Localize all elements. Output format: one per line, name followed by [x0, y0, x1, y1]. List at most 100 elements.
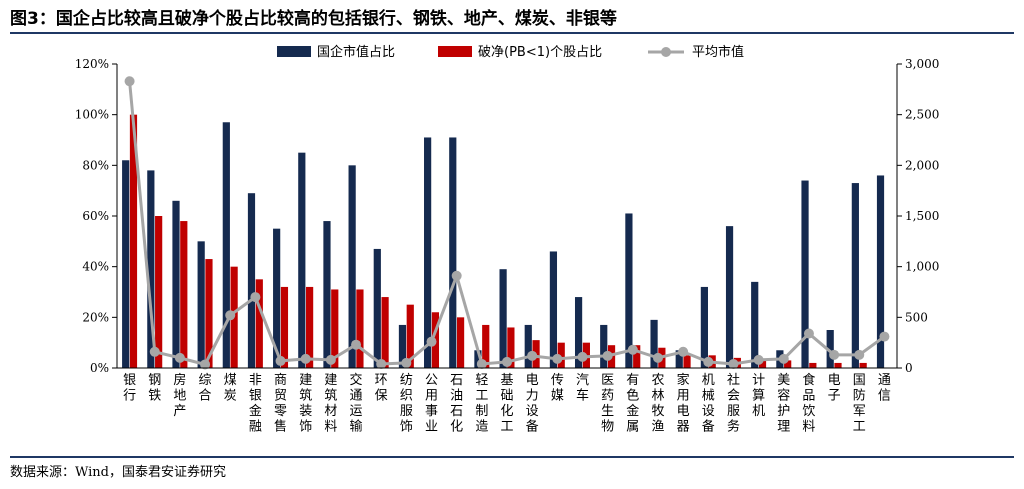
category-label: 家用电器 — [677, 372, 690, 435]
category-label: 国防军工 — [853, 373, 866, 435]
bar-below-book-share — [129, 114, 138, 369]
bar-state-owned-share — [247, 193, 256, 368]
avg-market-cap-point — [502, 356, 512, 367]
bar-state-owned-share — [398, 324, 407, 368]
avg-market-cap-point — [275, 355, 286, 366]
legend-label-state-owned: 国企市值占比 — [317, 44, 395, 60]
category-label: 石油石化 — [450, 373, 463, 435]
avg-market-cap-point — [652, 352, 663, 363]
category-label: 房地产 — [173, 372, 186, 419]
avg-market-cap-point — [174, 352, 185, 363]
bar-below-book-share — [456, 317, 465, 368]
bar-state-owned-share — [424, 137, 432, 368]
legend-label-avg-cap: 平均市值 — [692, 44, 744, 60]
legend: 国企市值占比 破净(PB<1)个股占比 平均市值 — [277, 44, 744, 60]
bar-below-book-share — [683, 355, 691, 368]
category-label: 商贸零售 — [274, 373, 287, 435]
bar-state-owned-share — [851, 183, 859, 368]
category-label: 美容护理 — [777, 373, 790, 435]
avg-market-cap-line — [128, 81, 886, 367]
avg-market-cap-point — [678, 346, 689, 357]
right-tick-label: 3,000 — [905, 57, 939, 71]
bar-state-owned-share — [600, 324, 608, 368]
legend-label-below-book: 破净(PB<1)个股占比 — [478, 45, 602, 60]
category-label: 基础化工 — [500, 373, 513, 435]
bar-below-book-share — [834, 362, 842, 368]
avg-market-cap-point — [476, 358, 487, 369]
bar-below-book-share — [482, 324, 490, 368]
bar-state-owned-share — [147, 170, 155, 368]
axes-layer — [116, 64, 898, 369]
category-label: 汽车 — [576, 373, 589, 404]
category-label: 轻工制造 — [475, 373, 488, 435]
bar-state-owned-share — [876, 175, 885, 368]
bar-state-owned-share — [650, 319, 658, 368]
category-label: 环保 — [375, 373, 388, 404]
bar-below-book-share — [381, 297, 389, 368]
category-label: 机械设备 — [702, 373, 715, 435]
left-tick-label: 40% — [82, 260, 109, 274]
bar-below-book-share — [557, 342, 565, 368]
category-label: 医药生物 — [601, 373, 614, 435]
right-axis: 0 500 1,000 1,500 2,000 2,500 3,000 — [897, 57, 939, 375]
avg-market-cap-point — [602, 350, 613, 361]
bar-state-owned-share — [625, 213, 633, 368]
left-axis: 0% 20% 40% 60% 80% 100% 120% — [75, 57, 117, 375]
category-label: 食品饮料 — [802, 372, 815, 435]
category-label: 纺织服饰 — [400, 373, 413, 435]
bar-state-owned-share — [549, 251, 558, 368]
avg-market-cap-point — [325, 354, 336, 365]
left-tick-label: 120% — [75, 57, 109, 71]
bar-state-owned-share — [222, 122, 230, 369]
avg-market-cap-point — [577, 351, 588, 362]
legend-marker-avg-cap — [661, 47, 671, 57]
bar-below-book-share — [255, 279, 263, 368]
bar-state-owned-share — [725, 226, 734, 368]
avg-market-cap-point — [703, 356, 714, 367]
category-labels: 银行钢铁房地产综合煤炭非银金融商贸零售建筑装饰建筑材料交通运输环保纺织服饰公用事… — [123, 372, 891, 435]
category-label: 通信 — [878, 373, 891, 404]
category-label: 电子 — [828, 373, 841, 404]
avg-market-cap-point — [829, 349, 840, 360]
category-label: 交通运输 — [350, 372, 363, 435]
category-label: 电力设备 — [526, 373, 539, 435]
bar-state-owned-share — [499, 269, 507, 368]
avg-market-cap-point — [803, 328, 814, 339]
bar-state-owned-share — [826, 330, 834, 368]
bar-state-owned-share — [373, 248, 381, 368]
left-tick-label: 100% — [75, 108, 109, 122]
bar-below-book-share — [507, 327, 515, 368]
bar-state-owned-share — [298, 152, 306, 368]
bar-below-book-share — [758, 360, 767, 368]
left-tick-label: 80% — [82, 158, 109, 172]
category-label: 非银金融 — [249, 373, 262, 435]
chart-title: 图3：国企占比较高且破净个股占比较高的包括银行、钢铁、地产、煤炭、非银等 — [10, 4, 1014, 34]
right-tick-label: 2,000 — [905, 158, 939, 172]
avg-market-cap-point — [225, 310, 236, 321]
bar-below-book-share — [331, 289, 339, 368]
bar-state-owned-share — [700, 286, 708, 368]
avg-market-cap-point — [728, 358, 739, 369]
category-label: 建筑装饰 — [299, 373, 312, 435]
bar-below-book-share — [205, 259, 213, 368]
avg-market-cap-point — [300, 353, 311, 364]
bars-layer — [122, 114, 885, 369]
legend-swatch-below-book — [438, 46, 472, 57]
avg-market-cap-point — [376, 358, 387, 369]
bar-state-owned-share — [273, 228, 281, 368]
category-label: 社会服务 — [727, 372, 740, 435]
category-label: 建筑材料 — [324, 373, 337, 435]
bar-state-owned-share — [172, 200, 180, 368]
bar-state-owned-share — [524, 324, 532, 368]
avg-market-cap-point — [401, 357, 412, 368]
bar-state-owned-share — [122, 160, 130, 368]
category-label: 银行 — [123, 373, 136, 404]
category-label: 综合 — [199, 373, 212, 404]
avg-market-cap-point — [854, 349, 865, 360]
bar-below-book-share — [356, 289, 364, 368]
source-note: 数据来源：Wind，国泰君安证券研究 — [10, 456, 1014, 486]
bar-state-owned-share — [449, 137, 457, 368]
legend-swatch-state-owned — [277, 46, 311, 57]
bar-below-book-share — [406, 304, 414, 368]
